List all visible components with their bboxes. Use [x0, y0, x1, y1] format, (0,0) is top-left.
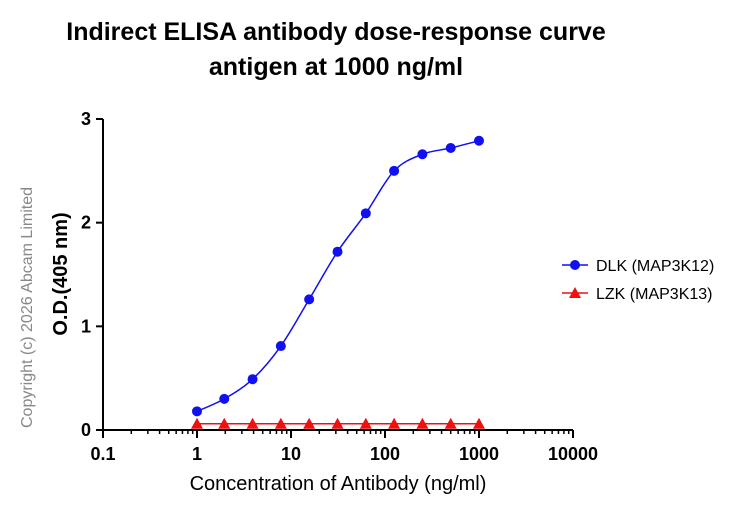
data-point-circle: [389, 165, 400, 176]
x-tick-label: 100: [370, 444, 400, 464]
data-point-circle: [332, 246, 343, 257]
data-point-circle: [445, 143, 456, 154]
chart-title: Indirect ELISA antibody dose-response cu…: [66, 18, 606, 46]
data-point-circle: [474, 135, 484, 146]
data-point-triangle: [218, 417, 231, 429]
data-point-circle: [570, 260, 580, 270]
y-tick-label: 2: [81, 213, 91, 233]
y-axis-label: O.D.(405 nm): [50, 212, 72, 335]
data-point-circle: [192, 406, 202, 417]
x-tick-label: 10000: [548, 444, 598, 464]
data-point-triangle: [246, 417, 259, 429]
y-tick-label: 0: [81, 420, 91, 440]
x-tick-label: 10: [281, 444, 301, 464]
data-point-triangle: [416, 417, 429, 429]
x-tick-label: 1: [192, 444, 202, 464]
data-point-circle: [304, 294, 315, 305]
data-point-triangle: [473, 417, 485, 429]
data-point-circle: [219, 393, 230, 404]
legend-label: DLK (MAP3K12): [596, 258, 714, 275]
y-tick-label: 1: [81, 316, 91, 336]
data-point-circle: [247, 374, 258, 385]
data-point-triangle: [303, 417, 316, 429]
x-tick-label: 0.1: [90, 444, 115, 464]
x-tick-label: 1000: [459, 444, 499, 464]
series-line-dlk: [196, 140, 480, 413]
x-axis-label: Concentration of Antibody (ng/ml): [190, 473, 487, 495]
copyright-watermark: Copyright (c) 2026 Abcam Limited: [19, 187, 36, 428]
data-point-triangle: [388, 417, 401, 429]
data-point-triangle: [569, 287, 581, 298]
data-point-triangle: [331, 417, 344, 429]
data-point-triangle: [274, 417, 287, 429]
chart-subtitle: antigen at 1000 ng/ml: [209, 53, 463, 81]
data-point-circle: [417, 149, 428, 160]
y-tick-label: 3: [81, 109, 91, 129]
data-point-triangle: [359, 417, 372, 429]
legend-label: LZK (MAP3K13): [596, 286, 712, 303]
data-point-circle: [360, 208, 371, 219]
data-point-triangle: [444, 417, 457, 429]
data-point-triangle: [191, 417, 203, 429]
data-point-circle: [275, 341, 286, 352]
